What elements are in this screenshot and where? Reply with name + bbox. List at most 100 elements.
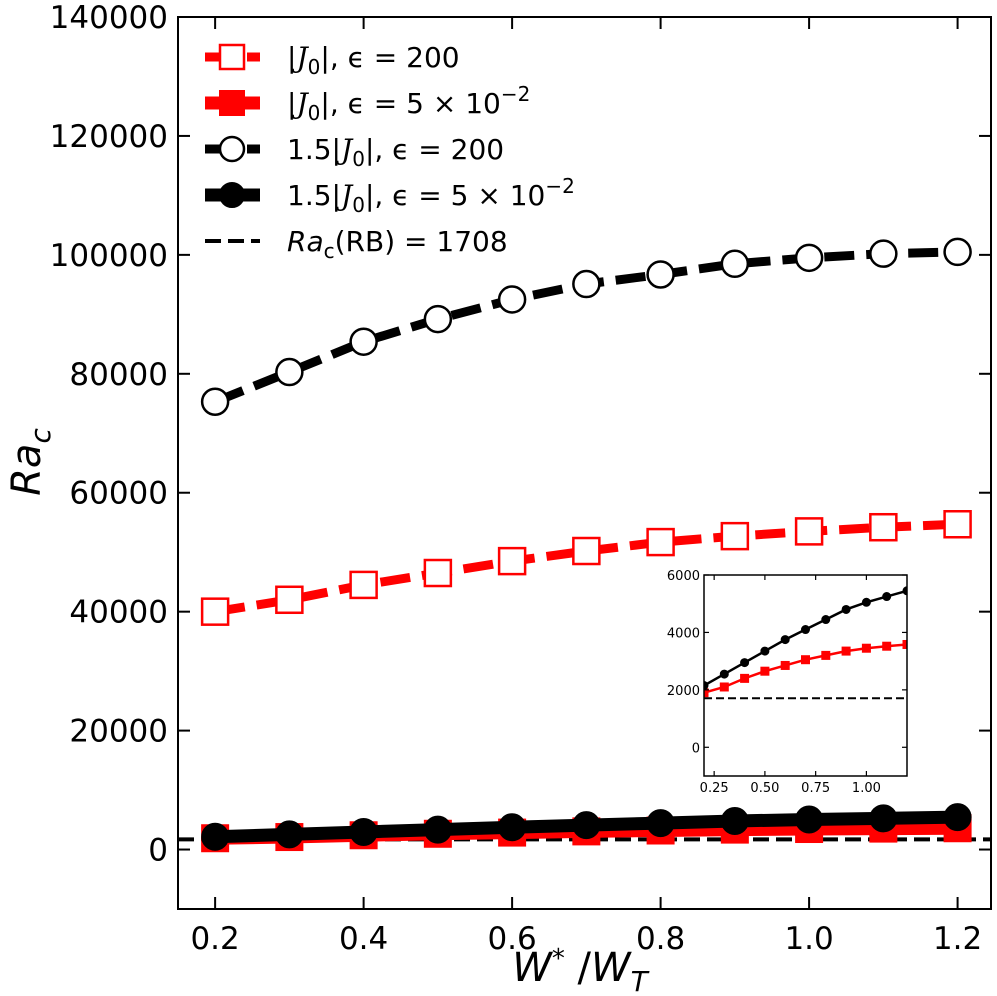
inset-x-tick-label: 0.50 [750,781,779,796]
inset-data-point [902,639,907,649]
inset-data-point [861,597,871,607]
legend-entry-1: |J0|, ϵ = 5 × 10−2 [205,82,530,125]
data-point [572,536,601,566]
x-tick-label: 1.2 [933,921,982,957]
data-point [795,805,824,834]
data-point [423,304,453,334]
y-tick-label: 40000 [69,595,168,631]
data-point [720,521,750,551]
inset-x-tick-label: 0.75 [801,781,830,796]
data-point [275,357,304,387]
inset-x-tick-label: 1.00 [852,781,881,796]
legend-entry-4: Rac(RB) = 1708 [205,225,508,263]
inset-data-point [821,615,831,625]
main-plot-frame [177,16,992,910]
legend-label: |J0|, ϵ = 200 [287,41,460,79]
data-point [720,249,750,279]
data-point [646,809,675,838]
series-3 [201,803,972,851]
inset-y-tick-label: 4000 [667,626,700,641]
inset-data-point [760,666,770,676]
inset-data-point [882,641,892,651]
x-tick-label: 1.0 [784,921,833,957]
data-point [572,811,601,840]
inset-data-point [801,655,810,665]
legend-entry-0: |J0|, ϵ = 200 [205,41,460,79]
legend-swatch-marker [218,135,246,163]
inset-data-point [841,646,851,656]
legend-swatch-marker [219,182,245,208]
inset-data-point [821,650,831,660]
data-point [943,803,972,832]
main-axis-ticks: 0.2 0.4 0.6 0.8 1.0 1.2 0 20000 40000 60000 80000 1… [50,0,991,957]
inset-data-point [801,625,810,635]
data-point [275,585,304,615]
inset-series-layer [704,586,907,700]
inset-data-point [740,673,750,683]
series-0 [200,510,972,626]
inset-data-point [780,660,790,670]
data-point [646,527,675,557]
y-tick-label: 20000 [69,714,168,750]
y-tick-label: 0 [148,833,168,869]
main-series-layer [178,237,991,853]
data-point [423,558,453,588]
x-tick-label: 0.4 [339,921,388,957]
legend-label: 1.5|J0|, ϵ = 5 × 10−2 [287,174,575,217]
inset-y-tick-label: 6000 [667,569,700,584]
legend-label: |J0|, ϵ = 5 × 10−2 [287,82,530,125]
legend-swatch-marker [219,90,245,116]
data-point [200,387,230,416]
inset-data-point [704,681,709,691]
data-point [200,597,230,626]
y-tick-label: 60000 [69,476,168,512]
y-tick-label: 100000 [50,238,168,274]
y-axis-title: Rac [4,428,57,496]
data-point [794,243,824,273]
data-point [275,820,304,849]
inset-data-point [902,586,907,596]
legend-entry-2: 1.5|J0|, ϵ = 200 [205,133,504,171]
inset-data-point [740,658,750,668]
inset-data-point [861,643,871,653]
inset-data-point [719,669,729,679]
data-point [869,804,898,833]
inset-data-point [704,688,709,698]
x-axis-title: W* /WT [512,944,649,996]
inset-data-point [780,635,790,645]
inset-data-point [719,682,729,692]
inset-x-tick-label: 0.25 [700,781,729,796]
legend-label: Rac(RB) = 1708 [287,225,508,263]
data-point [201,822,230,851]
y-tick-label: 80000 [69,357,168,393]
data-point [349,570,378,600]
data-point [349,327,378,356]
legend-swatch-marker [218,43,246,71]
x-tick-label: 0.2 [190,921,239,957]
data-point [497,285,527,314]
series-2 [200,237,972,416]
inset-data-point [760,646,770,656]
data-point [349,817,378,846]
data-point [572,269,601,299]
data-point [423,815,452,844]
data-point [720,806,749,835]
data-point [498,813,527,842]
x-tick-label: 0.6 [487,921,536,957]
data-point [869,239,898,268]
data-point [943,510,972,539]
data-point [497,546,527,576]
inset-series-1 [704,639,907,698]
plot-border [177,16,992,910]
x-tick-label: 0.8 [636,921,685,957]
data-point [869,512,898,542]
data-point [794,517,824,546]
legend-label: 1.5|J0|, ϵ = 200 [287,133,504,171]
inset-data-point [882,592,892,602]
legend-entry-3: 1.5|J0|, ϵ = 5 × 10−2 [205,174,575,217]
data-point [646,260,675,289]
inset-y-tick-label: 2000 [667,684,700,699]
y-tick-label: 140000 [50,0,168,36]
inset-chart: 0.25 0.50 0.75 1.00 0 2000 4000 6000 [667,569,908,796]
